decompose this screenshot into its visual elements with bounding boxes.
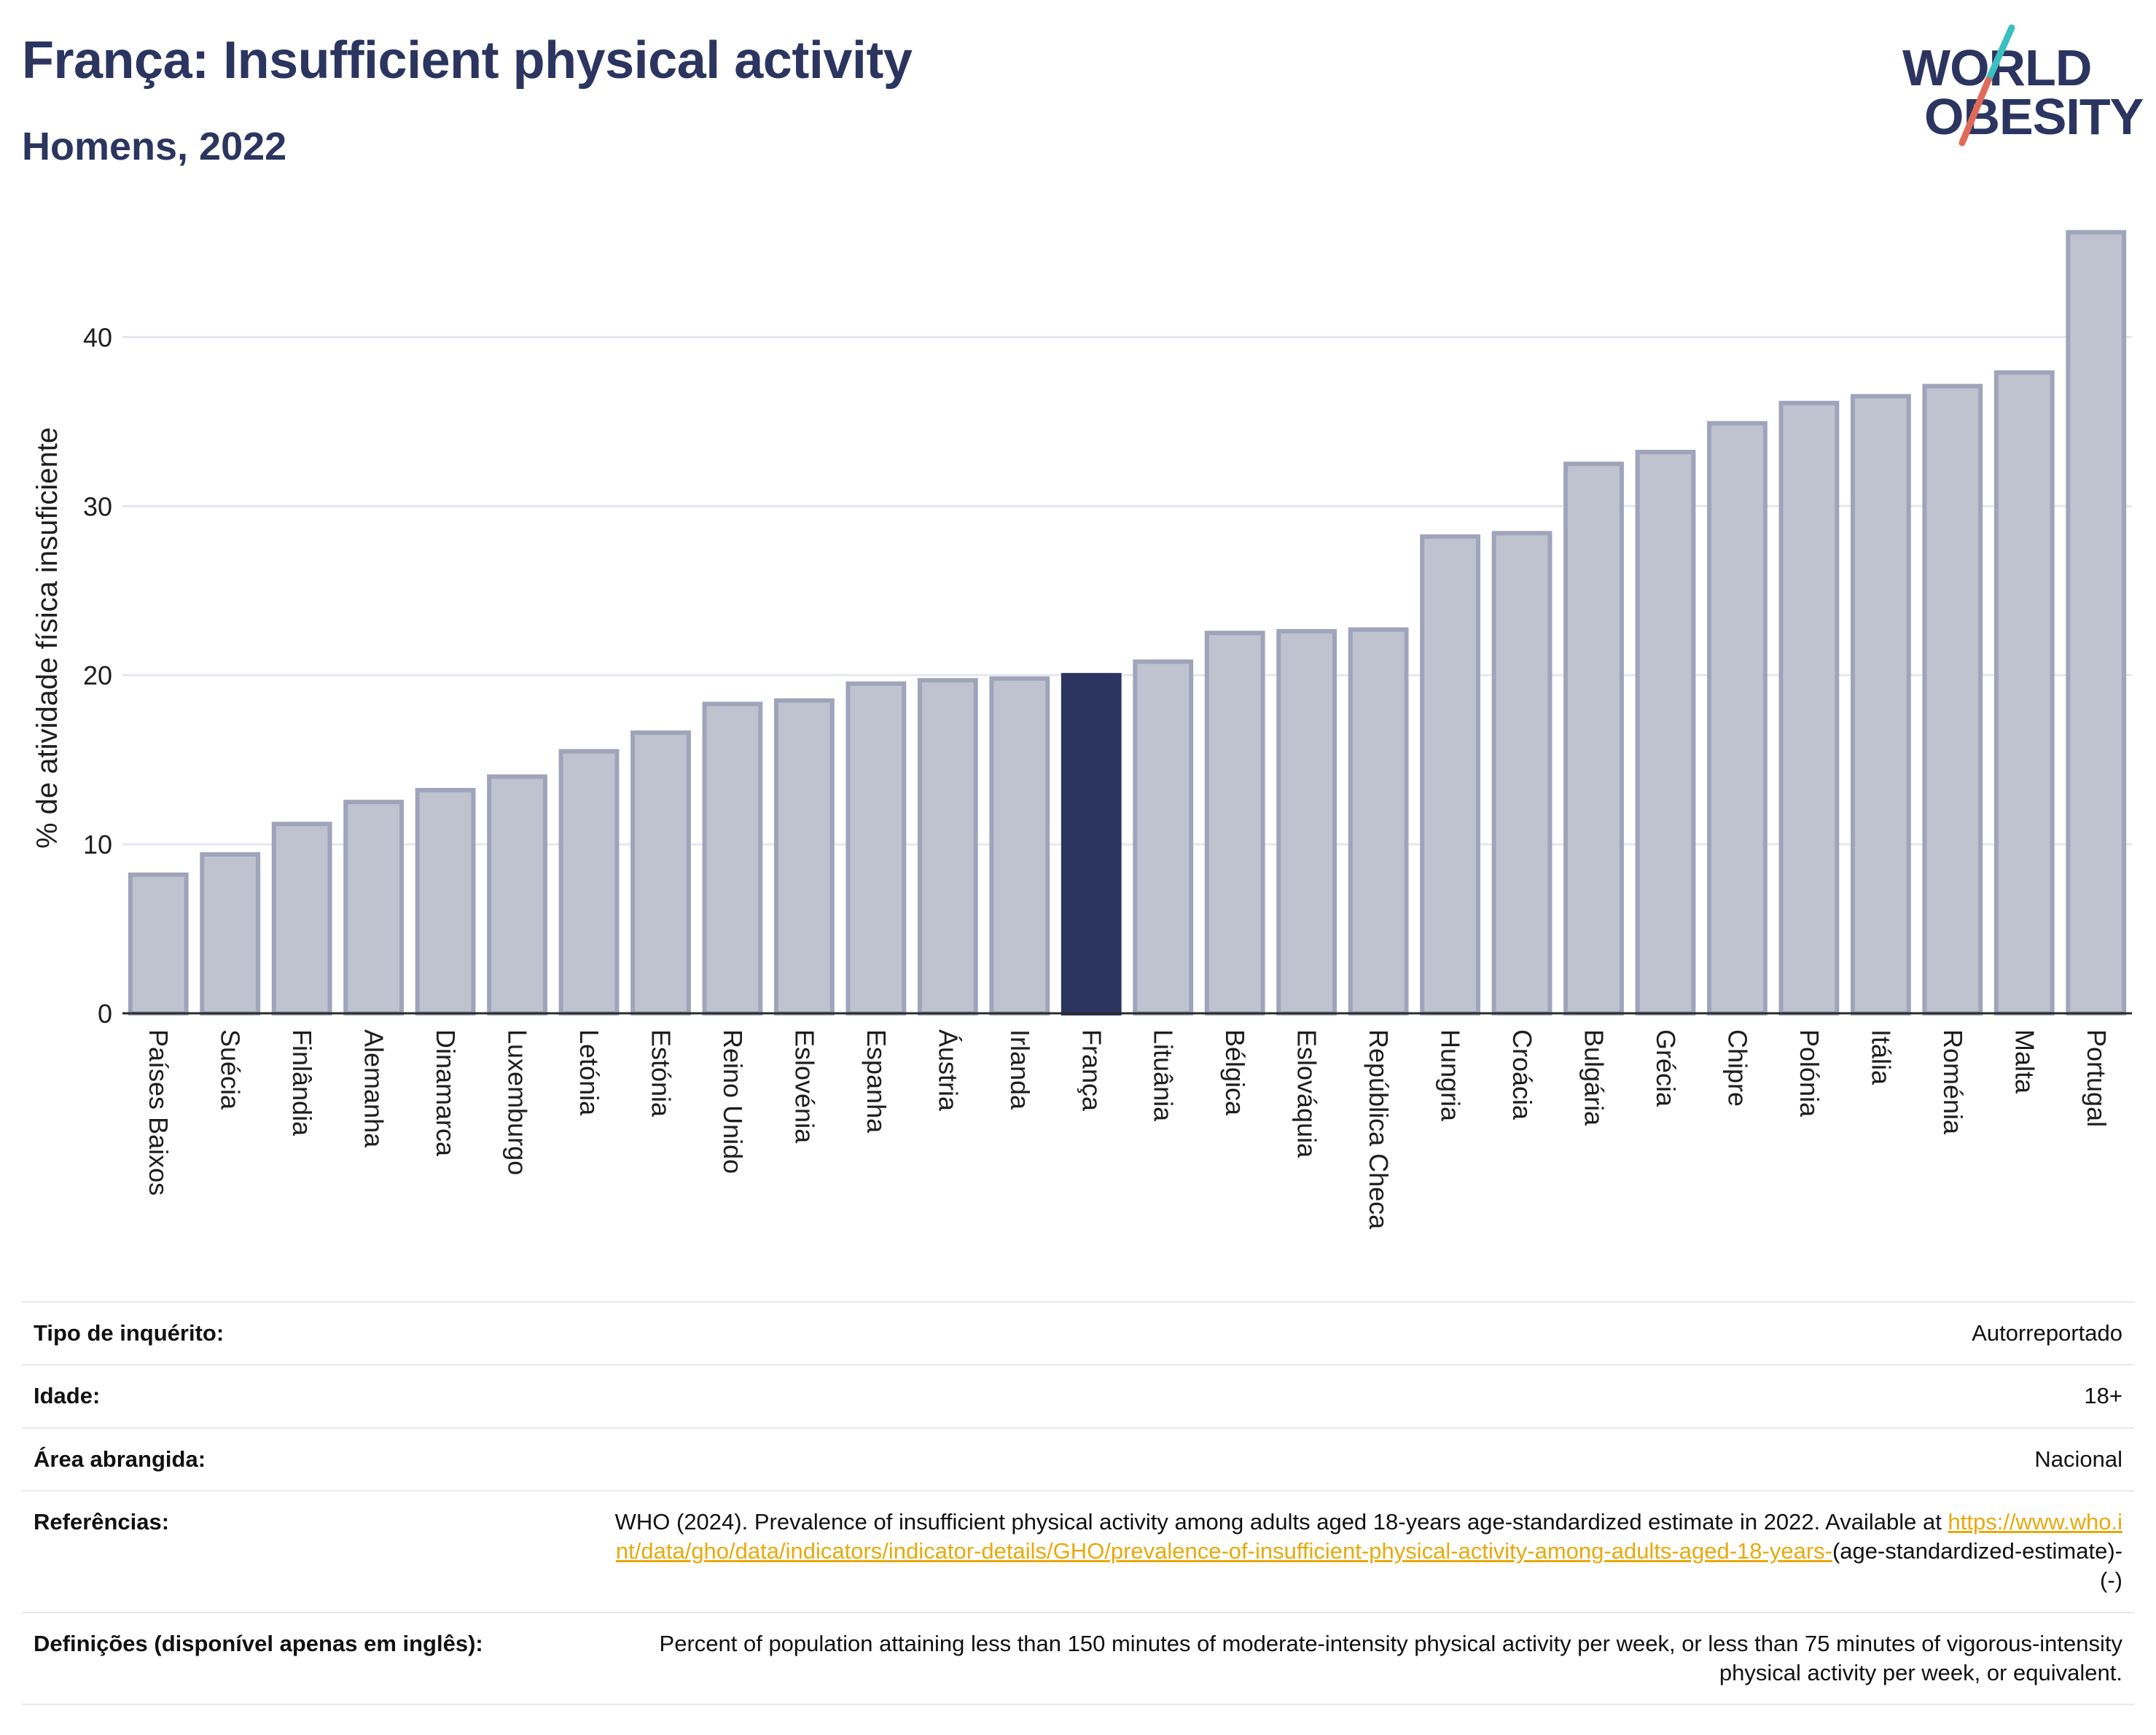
bar[interactable]: Grécia: 33.2 bbox=[1635, 450, 1696, 1015]
meta-row-definitions: Definições (disponível apenas em inglês)… bbox=[22, 1611, 2134, 1706]
x-tick-label: Dinamarca bbox=[431, 1029, 461, 1157]
bar[interactable]: Dinamarca: 13.2 bbox=[415, 787, 476, 1015]
bar[interactable]: Hungria: 28.2 bbox=[1420, 534, 1480, 1015]
references-text: WHO (2024). Prevalence of insufficient p… bbox=[614, 1508, 1942, 1535]
x-tick-label: Roménia bbox=[1938, 1029, 1968, 1135]
bar-chart: Países Baixos: 8.2Suécia: 9.4Finlândia: … bbox=[31, 230, 2132, 1230]
bar[interactable]: Eslovénia: 18.5 bbox=[774, 698, 835, 1015]
meta-label: Definições (disponível apenas em inglês)… bbox=[22, 1611, 599, 1706]
x-tick-label: Espanha bbox=[862, 1029, 891, 1134]
bar[interactable]: Portugal: 46.2 bbox=[2066, 230, 2127, 1015]
meta-label: Idade: bbox=[22, 1364, 599, 1428]
meta-value: 18+ bbox=[599, 1364, 2134, 1428]
y-axis-ticks: 0 10 20 30 40 bbox=[83, 322, 112, 1029]
bar[interactable]: Irlanda: 19.8 bbox=[989, 676, 1050, 1016]
x-tick-label: Países Baixos bbox=[144, 1029, 173, 1196]
meta-value: Nacional bbox=[599, 1427, 2134, 1491]
x-tick-label: Croácia bbox=[1507, 1029, 1537, 1120]
x-tick-label: República Checa bbox=[1364, 1029, 1394, 1230]
x-tick-label: Irlanda bbox=[1005, 1029, 1035, 1110]
y-tick-label: 20 bbox=[83, 660, 112, 690]
x-tick-label: Luxemburgo bbox=[503, 1029, 533, 1175]
y-axis-label: % de atividade física insuficiente bbox=[31, 427, 63, 849]
x-tick-label: Suécia bbox=[216, 1029, 246, 1110]
bar[interactable]: Áustria: 19.7 bbox=[917, 678, 978, 1016]
bar[interactable]: Países Baixos: 8.2 bbox=[128, 872, 189, 1015]
meta-row-survey-type: Tipo de inquérito: Autorreportado bbox=[22, 1301, 2134, 1365]
x-tick-label: Letónia bbox=[574, 1029, 604, 1116]
bar[interactable]: Croácia: 28.4 bbox=[1491, 531, 1552, 1015]
x-tick-label: Bélgica bbox=[1220, 1029, 1250, 1116]
x-tick-label: Chipre bbox=[1722, 1029, 1752, 1107]
logo-slash-icon bbox=[1958, 24, 2015, 147]
meta-label: Referências: bbox=[22, 1489, 599, 1613]
meta-value: Autorreportado bbox=[599, 1301, 2134, 1365]
x-tick-label: Áustria bbox=[933, 1029, 963, 1112]
definitions-value: Percent of population attaining less tha… bbox=[599, 1611, 2134, 1706]
bar[interactable]: Alemanha: 12.5 bbox=[343, 800, 405, 1015]
bar[interactable]: Eslováquia: 22.6 bbox=[1276, 628, 1337, 1015]
x-tick-label: Malta bbox=[2009, 1029, 2039, 1094]
x-tick-label: Itália bbox=[1866, 1029, 1896, 1085]
x-tick-label: Portugal bbox=[2082, 1029, 2112, 1127]
y-tick-label: 10 bbox=[83, 830, 112, 859]
bar[interactable]: Roménia: 37.1 bbox=[1922, 383, 1983, 1015]
y-tick-label: 40 bbox=[83, 322, 112, 352]
bar[interactable]: França: 20 bbox=[1061, 673, 1122, 1015]
bar[interactable]: Lituânia: 20.8 bbox=[1133, 659, 1194, 1015]
meta-row-age: Idade: 18+ bbox=[22, 1364, 2134, 1428]
bar[interactable]: Chipre: 34.9 bbox=[1707, 421, 1768, 1016]
bar[interactable]: Luxemburgo: 14 bbox=[487, 774, 547, 1015]
bar[interactable]: Finlândia: 11.2 bbox=[271, 822, 332, 1015]
x-tick-label: Lituânia bbox=[1149, 1029, 1179, 1122]
logo-word-obesity: OBESITY bbox=[1924, 88, 2144, 145]
references-link[interactable]: https://www.who.int/data/gho/data/indica… bbox=[615, 1508, 2122, 1564]
meta-label: Tipo de inquérito: bbox=[22, 1301, 599, 1365]
references-value: WHO (2024). Prevalence of insufficient p… bbox=[599, 1489, 2134, 1613]
bars: Países Baixos: 8.2Suécia: 9.4Finlândia: … bbox=[128, 230, 2127, 1016]
chart-title: França: Insufficient physical activity bbox=[22, 31, 913, 90]
meta-row-references: Referências: WHO (2024). Prevalence of i… bbox=[22, 1489, 2134, 1613]
x-tick-label: Polónia bbox=[1794, 1029, 1824, 1118]
metadata-table: Tipo de inquérito: Autorreportado Idade:… bbox=[22, 1301, 2134, 1706]
x-tick-label: Estónia bbox=[646, 1029, 676, 1118]
bar[interactable]: Malta: 37.9 bbox=[1993, 370, 2055, 1015]
bar[interactable]: Reino Unido: 18.3 bbox=[702, 701, 763, 1016]
x-tick-label: França bbox=[1077, 1029, 1106, 1112]
x-tick-label: Grécia bbox=[1651, 1029, 1681, 1107]
bar[interactable]: Bélgica: 22.5 bbox=[1204, 631, 1265, 1015]
bar[interactable]: Bulgária: 32.5 bbox=[1563, 461, 1624, 1015]
x-tick-label: Eslovénia bbox=[789, 1029, 819, 1144]
x-tick-label: Reino Unido bbox=[718, 1029, 748, 1174]
x-tick-label: Alemanha bbox=[359, 1029, 389, 1148]
meta-row-area: Área abrangida: Nacional bbox=[22, 1427, 2134, 1491]
bar[interactable]: Estónia: 16.6 bbox=[630, 730, 691, 1016]
bar[interactable]: República Checa: 22.7 bbox=[1348, 627, 1409, 1015]
bar[interactable]: Itália: 36.5 bbox=[1850, 394, 1911, 1016]
references-suffix: (age-standardized-estimate)-(-) bbox=[1832, 1538, 2122, 1594]
world-obesity-logo: WORLD OBESITY bbox=[1895, 22, 2144, 153]
x-axis-ticks: Países Baixos Suécia Finlândia Alemanha Dina… bbox=[144, 1029, 2112, 1230]
meta-label: Área abrangida: bbox=[22, 1427, 599, 1491]
bar[interactable]: Polónia: 36.1 bbox=[1778, 400, 1840, 1015]
bar[interactable]: Letónia: 15.5 bbox=[558, 749, 620, 1015]
y-tick-label: 0 bbox=[98, 999, 112, 1029]
x-tick-label: Finlândia bbox=[287, 1029, 317, 1136]
chart-subtitle: Homens, 2022 bbox=[22, 125, 287, 168]
x-tick-label: Hungria bbox=[1436, 1029, 1466, 1122]
x-tick-label: Bulgária bbox=[1579, 1029, 1609, 1126]
y-tick-label: 30 bbox=[83, 491, 112, 521]
x-tick-label: Eslováquia bbox=[1292, 1029, 1322, 1158]
bar[interactable]: Suécia: 9.4 bbox=[200, 852, 261, 1015]
bar[interactable]: Espanha: 19.5 bbox=[845, 681, 907, 1015]
